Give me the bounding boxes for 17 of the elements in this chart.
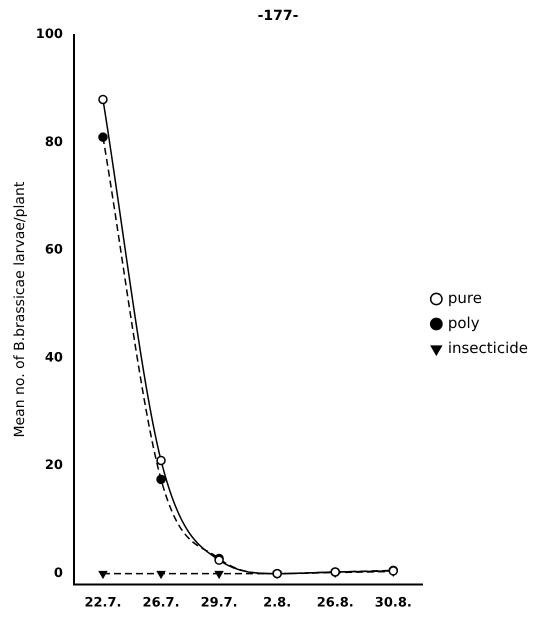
y-tick-label: 20: [44, 458, 63, 474]
x-tick-label: 30.8.: [374, 596, 412, 611]
x-tick-label: 2.8.: [263, 596, 292, 611]
legend-label: pure: [448, 288, 482, 307]
x-tick-label: 26.8.: [316, 596, 354, 611]
x-tick-label: 29.7.: [200, 596, 238, 611]
y-axis-title: Mean no. of B.brassicae larvae/plant: [12, 181, 28, 438]
y-tick-label: 60: [44, 242, 63, 258]
y-tick-label: 0: [54, 566, 63, 581]
legend-label: insecticide: [448, 338, 528, 357]
x-tick-label: 26.7.: [142, 596, 180, 611]
x-tick-label: 22.7.: [84, 596, 122, 611]
y-tick-label: 80: [44, 134, 63, 150]
legend-label: poly: [448, 314, 480, 332]
y-tick-label: 100: [36, 27, 63, 42]
text: -177-: [256, 8, 300, 24]
y-tick-label: 40: [44, 350, 63, 366]
